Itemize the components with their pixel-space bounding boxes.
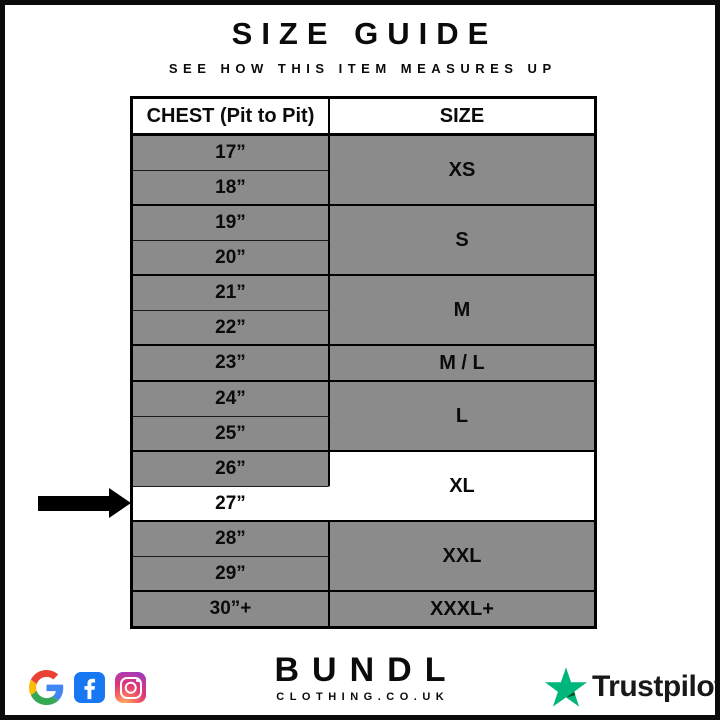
size-cell: S: [330, 206, 594, 274]
chest-column: 21” 22”: [133, 276, 330, 344]
chest-column: 26” 27”: [133, 452, 330, 520]
size-cell: M: [330, 276, 594, 344]
size-cell: XL: [330, 452, 594, 520]
arrow-shaft: [38, 495, 109, 511]
highlight-arrow-icon: [38, 488, 131, 518]
trustpilot-label: Trustpilot: [592, 669, 720, 703]
chest-column: 28” 29”: [133, 522, 330, 590]
chest-cell: 17”: [133, 136, 330, 170]
page-subtitle: SEE HOW THIS ITEM MEASURES UP: [168, 61, 557, 76]
size-group-ml: 23” M / L: [133, 344, 594, 380]
column-header-chest: CHEST (Pit to Pit): [133, 99, 330, 133]
chest-cell: 30”+: [133, 592, 330, 626]
chest-cell: 26”: [133, 452, 330, 486]
brand-name: BUNDL: [274, 651, 459, 689]
facebook-icon[interactable]: [74, 672, 105, 703]
instagram-camera-lens: [124, 681, 137, 694]
size-group-xxl: 28” 29” XXL: [133, 520, 594, 590]
chest-cell: 22”: [133, 310, 330, 344]
brand-logo: BUNDL CLOTHING.CO.UK: [5, 651, 715, 703]
size-cell: XS: [330, 136, 594, 204]
chest-cell: 19”: [133, 206, 330, 240]
size-group-m: 21” 22” M: [133, 274, 594, 344]
table-header-row: CHEST (Pit to Pit) SIZE: [133, 99, 594, 136]
size-group-l: 24” 25” L: [133, 380, 594, 450]
size-cell: M / L: [330, 346, 594, 380]
chest-column: 23”: [133, 346, 330, 380]
size-cell: XXL: [330, 522, 594, 590]
trustpilot-star-icon: [545, 667, 587, 707]
size-table-body: 17” 18” XS 19” 20” S 21” 22” M 23” M / L 24” 25” L 26”…: [133, 136, 594, 626]
chest-cell: 21”: [133, 276, 330, 310]
chest-cell: 24”: [133, 382, 330, 416]
size-group-xl: 26” 27” XL: [133, 450, 594, 520]
chest-cell: 29”: [133, 556, 330, 590]
size-guide-table: CHEST (Pit to Pit) SIZE 17” 18” XS 19” 20” S 2…: [130, 96, 597, 629]
google-icon[interactable]: [29, 670, 64, 705]
size-group-s: 19” 20” S: [133, 204, 594, 274]
chest-cell: 28”: [133, 522, 330, 556]
chest-column: 24” 25”: [133, 382, 330, 450]
arrow-head: [109, 488, 131, 518]
chest-cell: 25”: [133, 416, 330, 450]
size-cell: XXXL+: [330, 592, 594, 626]
instagram-camera-frame: [119, 676, 142, 699]
size-group-xxxl+: 30”+ XXXL+: [133, 590, 594, 626]
chest-cell: 23”: [133, 346, 330, 380]
chest-cell: 20”: [133, 240, 330, 274]
brand-domain: CLOTHING.CO.UK: [276, 691, 450, 703]
size-cell: L: [330, 382, 594, 450]
trustpilot-logo[interactable]: Trustpilot: [545, 666, 720, 707]
instagram-icon[interactable]: [115, 672, 146, 703]
social-links: [29, 670, 146, 705]
chest-column: 19” 20”: [133, 206, 330, 274]
instagram-camera-flash-dot: [136, 678, 140, 682]
chest-cell: 27”: [133, 486, 330, 520]
chest-column: 30”+: [133, 592, 330, 626]
chest-column: 17” 18”: [133, 136, 330, 204]
column-header-size: SIZE: [439, 104, 485, 127]
size-group-xs: 17” 18” XS: [133, 136, 594, 204]
chest-cell: 18”: [133, 170, 330, 204]
page-title: SIZE GUIDE: [231, 16, 498, 51]
